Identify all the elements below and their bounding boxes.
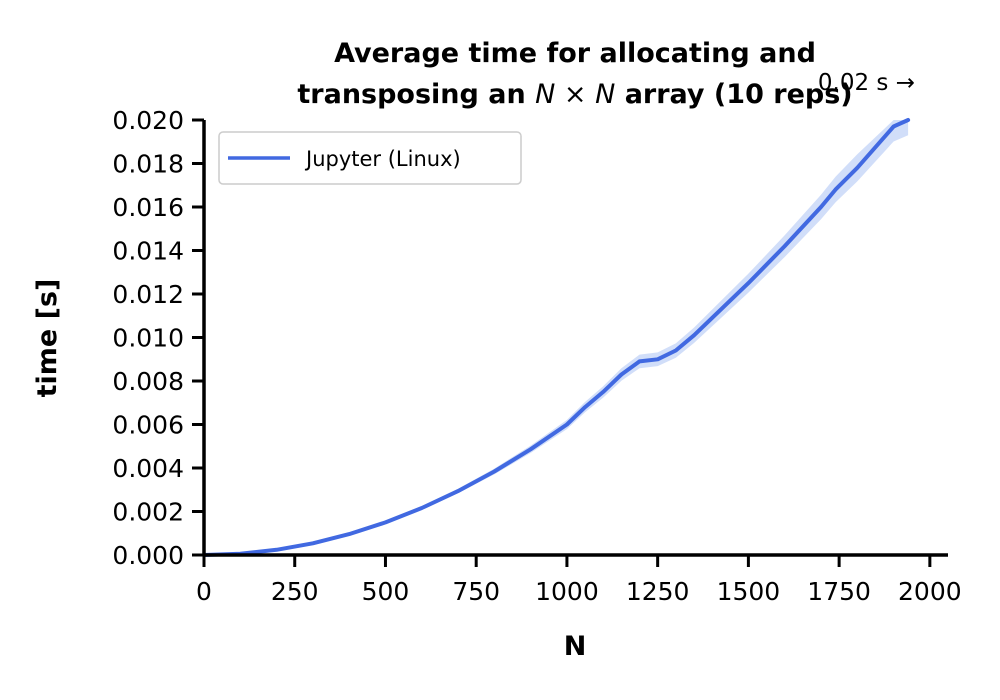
series-point xyxy=(892,124,896,129)
y-tick-label: 0.018 xyxy=(112,150,184,179)
series-point xyxy=(619,372,624,377)
series-point xyxy=(311,541,315,545)
legend-box xyxy=(218,131,522,185)
y-axis-label: time [s] xyxy=(32,279,63,398)
y-tick-label: 0.000 xyxy=(112,541,184,570)
series-point xyxy=(833,188,838,192)
series-point xyxy=(583,405,587,409)
series-point xyxy=(692,333,696,337)
chart-title-line2: transposing an N × N array (10 reps) xyxy=(297,79,852,110)
x-tick-label: 1500 xyxy=(717,577,781,606)
x-axis-label: N xyxy=(564,631,587,662)
series-point xyxy=(783,244,787,248)
series-point xyxy=(565,422,569,427)
x-tick-label: 1000 xyxy=(535,577,599,606)
series-point xyxy=(383,520,388,525)
y-tick-label: 0.012 xyxy=(112,280,184,309)
y-tick-label: 0.006 xyxy=(112,411,184,440)
series-point xyxy=(529,447,533,451)
series-point xyxy=(601,390,605,394)
series-point xyxy=(637,359,642,363)
series-point xyxy=(819,205,823,209)
x-ticks: 0 250 500 750 1000 1250 1500 1750 2000 xyxy=(196,555,962,606)
series-point xyxy=(656,357,660,361)
chart-title-line1: Average time for allocating and xyxy=(334,38,816,69)
series-line xyxy=(202,118,911,557)
chart-title-math: N × N xyxy=(535,79,615,110)
series-point xyxy=(855,166,859,170)
y-tick-label: 0.020 xyxy=(112,106,184,135)
y-tick-label: 0.014 xyxy=(112,237,184,266)
annotation-label: 0.02 s → xyxy=(818,70,915,96)
x-tick-label: 1750 xyxy=(807,577,871,606)
series-point xyxy=(275,548,279,552)
x-tick-label: 1250 xyxy=(626,577,690,606)
x-tick-label: 2000 xyxy=(898,577,962,606)
series-point xyxy=(456,489,460,493)
series-point xyxy=(906,118,910,122)
series-point xyxy=(347,532,351,536)
x-tick-label: 0 xyxy=(196,577,212,606)
y-tick-label: 0.008 xyxy=(112,367,184,396)
y-tick-label: 0.010 xyxy=(112,324,184,353)
y-tick-label: 0.002 xyxy=(112,498,184,527)
series-point xyxy=(674,348,678,353)
plot-area xyxy=(202,118,911,557)
series-band xyxy=(204,120,909,555)
y-tick-label: 0.004 xyxy=(112,454,184,483)
x-tick-label: 750 xyxy=(452,577,500,606)
legend-label: Jupyter (Linux) xyxy=(304,147,461,171)
series-point xyxy=(420,506,424,510)
x-tick-label: 500 xyxy=(362,577,410,606)
y-ticks: 0.000 0.002 0.004 0.006 0.008 0.010 0.012 0.014… xyxy=(112,106,204,570)
x-tick-label: 250 xyxy=(271,577,319,606)
series-point xyxy=(746,281,751,285)
series-point xyxy=(492,469,496,474)
legend: Jupyter (Linux) xyxy=(218,131,522,185)
y-tick-label: 0.016 xyxy=(112,193,184,222)
series-point xyxy=(710,316,714,320)
